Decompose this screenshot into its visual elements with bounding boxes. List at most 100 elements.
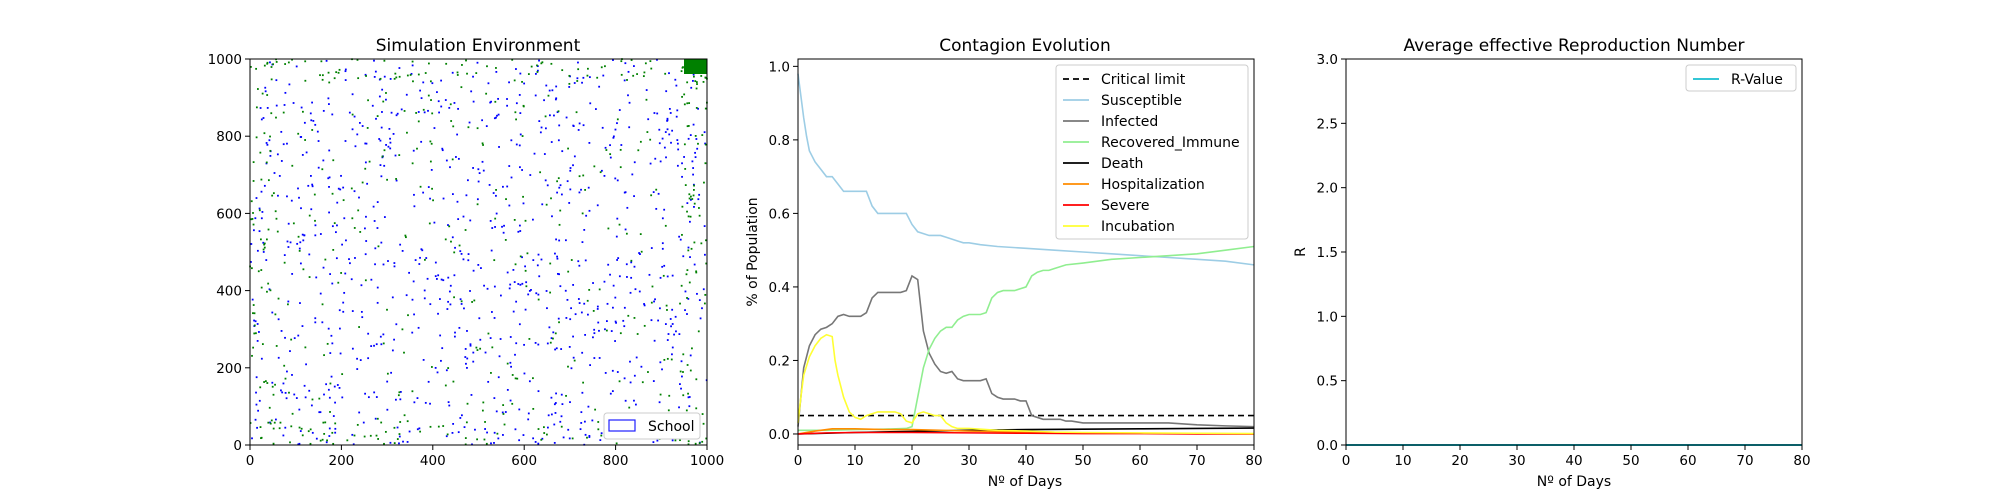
agent-point [441, 147, 444, 150]
agent-point [618, 223, 621, 226]
agent-point [338, 309, 341, 312]
agent-point [572, 125, 575, 127]
agent-point [679, 370, 682, 373]
agent-point [434, 261, 437, 264]
agent-point [356, 58, 359, 61]
agent-point [659, 276, 662, 279]
agent-point [386, 380, 389, 383]
agent-point [666, 339, 669, 341]
agent-point [554, 402, 557, 404]
agent-point [474, 428, 476, 431]
agent-point [600, 66, 603, 69]
agent-point [382, 263, 385, 266]
agent-point [469, 219, 472, 222]
agent-point [694, 135, 697, 137]
agent-point [616, 118, 619, 121]
agent-point [413, 205, 416, 208]
agent-point [271, 381, 274, 384]
agent-point [265, 259, 268, 261]
agent-point [593, 165, 596, 168]
agent-point [661, 265, 664, 268]
agent-point [502, 434, 504, 436]
y-tick-label: 0.4 [769, 280, 790, 296]
agent-point [680, 387, 682, 390]
agent-point [263, 184, 266, 187]
agent-point [251, 298, 254, 301]
agent-point [259, 426, 262, 428]
agent-point [324, 421, 327, 424]
agent-point [314, 317, 317, 320]
agent-point [386, 372, 389, 375]
agent-point [328, 149, 331, 152]
agent-point [290, 199, 293, 202]
agent-point [679, 439, 681, 442]
agent-point [356, 133, 359, 136]
agent-point [256, 88, 259, 90]
agent-point [523, 372, 526, 375]
agent-point [314, 321, 317, 324]
agent-point [297, 334, 300, 337]
agent-point [705, 437, 708, 440]
agent-point [454, 246, 456, 249]
agent-point [486, 65, 488, 68]
agent-point [489, 220, 492, 222]
agent-point [336, 224, 338, 227]
agent-point [261, 211, 264, 213]
agent-point [658, 142, 661, 145]
agent-point [498, 146, 500, 148]
agent-point [614, 340, 616, 342]
agent-point [469, 290, 471, 292]
agent-point [543, 99, 545, 102]
agent-point [405, 236, 407, 239]
agent-point [668, 133, 671, 136]
agent-point [364, 392, 367, 395]
agent-point [588, 209, 591, 212]
agent-point [659, 393, 662, 396]
agent-point [653, 339, 656, 342]
agent-point [272, 192, 275, 195]
agent-point [328, 211, 330, 214]
agent-point [453, 296, 455, 299]
agent-point [584, 259, 587, 262]
agent-point [272, 393, 275, 396]
agent-point [375, 117, 377, 120]
school-zone [684, 59, 707, 74]
x-tick-label: 0 [246, 453, 255, 469]
agent-point [353, 227, 356, 229]
agent-point [261, 343, 264, 346]
agent-point [323, 432, 326, 435]
agent-point [657, 192, 660, 195]
agent-point [661, 368, 663, 371]
agent-point [271, 194, 274, 197]
agent-point [297, 443, 300, 446]
agent-point [553, 441, 556, 444]
agent-point [577, 61, 579, 64]
agent-point [291, 374, 293, 376]
agent-point [692, 167, 695, 169]
agent-point [532, 407, 535, 410]
agent-point [448, 225, 451, 228]
agent-point [307, 430, 310, 433]
agent-point [393, 77, 396, 80]
agent-point [406, 420, 409, 423]
agent-point [280, 330, 283, 332]
agent-point [476, 203, 479, 206]
agent-point [537, 253, 540, 256]
agent-point [269, 154, 272, 157]
agent-point [559, 420, 562, 423]
agent-point [400, 108, 403, 111]
agent-point [633, 161, 636, 164]
agent-point [514, 263, 517, 266]
agent-point [530, 289, 532, 291]
agent-point [429, 402, 431, 405]
agent-point [339, 327, 341, 330]
agent-point [460, 300, 463, 303]
agent-point [671, 439, 674, 442]
agent-point [298, 408, 301, 411]
agent-point [442, 279, 445, 282]
agent-point [698, 299, 701, 302]
agent-point [252, 223, 255, 226]
agent-point [262, 117, 265, 119]
agent-point [412, 149, 415, 152]
agent-point [538, 275, 541, 278]
